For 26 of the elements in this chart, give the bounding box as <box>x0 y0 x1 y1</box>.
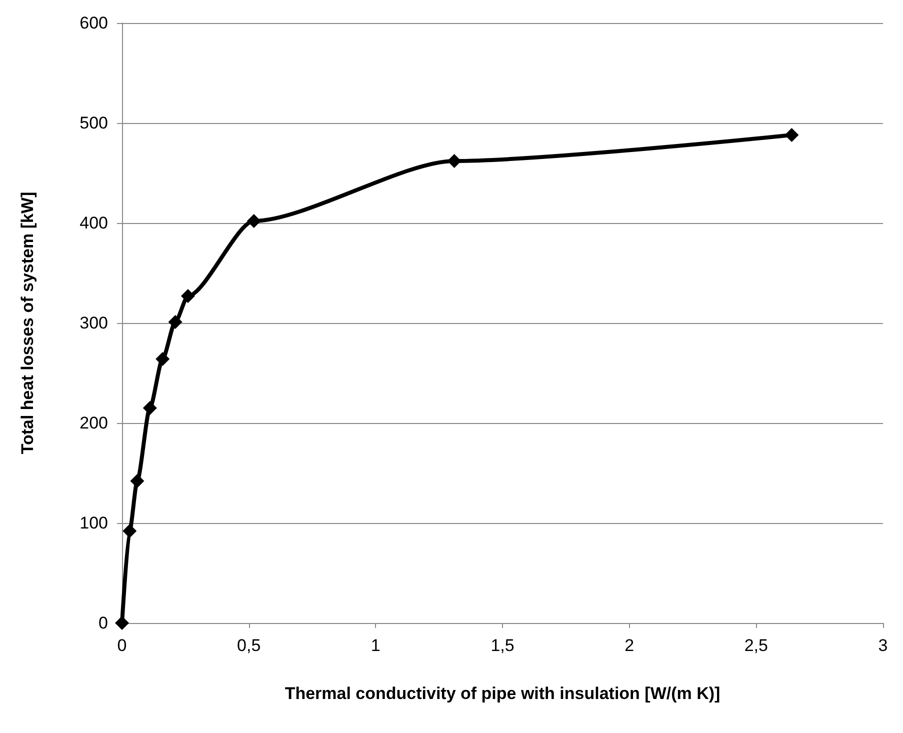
point <box>122 524 137 538</box>
y-tick-label: 0 <box>98 614 108 632</box>
y-tick-label: 100 <box>80 514 108 532</box>
x-tick-label: 3 <box>878 636 888 655</box>
point <box>115 616 129 630</box>
x-tick-label: 1 <box>370 636 380 655</box>
x-tick-label: 0 <box>117 636 127 655</box>
y-tick-label: 600 <box>80 14 108 32</box>
x-axis-title: Thermal conductivity of pipe with insulation [W/(m K)] <box>284 684 720 703</box>
point <box>168 315 182 329</box>
y-tick-label: 300 <box>80 314 108 332</box>
y-tick-label: 400 <box>80 214 108 232</box>
y-axis-title: Total heat losses of system [kW] <box>18 192 37 454</box>
y-tick-label: 200 <box>80 414 108 432</box>
point <box>447 154 462 168</box>
point <box>142 401 157 415</box>
x-tick-label: 2,5 <box>744 636 768 655</box>
point <box>246 214 261 228</box>
x-tick-label: 2 <box>624 636 634 655</box>
point <box>130 474 144 488</box>
x-tick-label: 0,5 <box>237 636 261 655</box>
y-tick-label: 500 <box>80 114 108 132</box>
x-tick-label: 1,5 <box>490 636 514 655</box>
point <box>180 289 195 303</box>
point <box>784 128 799 142</box>
point <box>156 352 170 366</box>
